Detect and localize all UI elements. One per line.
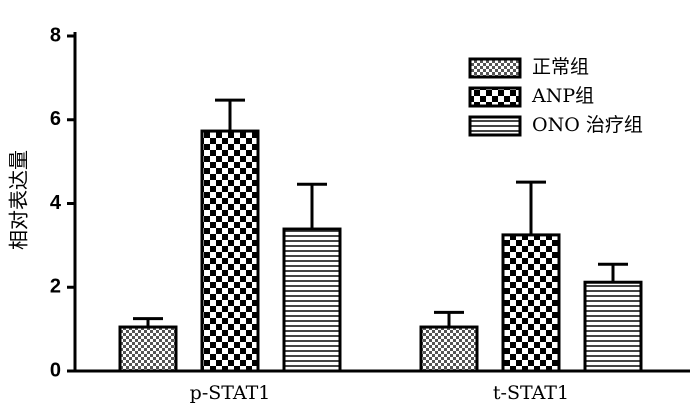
y-tick-label: 0	[50, 359, 61, 381]
error-bar	[297, 182, 327, 230]
y-axis-label: 相对表达量	[7, 150, 31, 250]
x-tick-label: t-STAT1	[493, 382, 569, 404]
legend-label: ANP组	[531, 85, 594, 107]
error-bar	[516, 180, 546, 235]
y-tick-label: 8	[50, 24, 61, 46]
legend-swatch	[468, 115, 522, 137]
bar	[200, 129, 260, 373]
error-bar	[434, 310, 464, 328]
legend-label: 正常组	[532, 56, 589, 78]
legend-label: ONO 治疗组	[532, 114, 643, 136]
x-tick-label: p-STAT1	[190, 382, 271, 404]
y-tick-label: 6	[50, 108, 61, 130]
error-bar	[215, 98, 245, 132]
error-bar	[133, 317, 163, 328]
bar	[419, 325, 479, 373]
bar	[282, 227, 342, 373]
legend-swatch	[468, 86, 522, 108]
bar	[501, 233, 561, 373]
legend-swatch	[468, 57, 522, 79]
bar	[583, 280, 643, 373]
y-tick-label: 2	[50, 276, 61, 298]
y-tick-label: 4	[50, 192, 62, 214]
error-bar	[598, 262, 628, 283]
bar	[118, 325, 178, 373]
